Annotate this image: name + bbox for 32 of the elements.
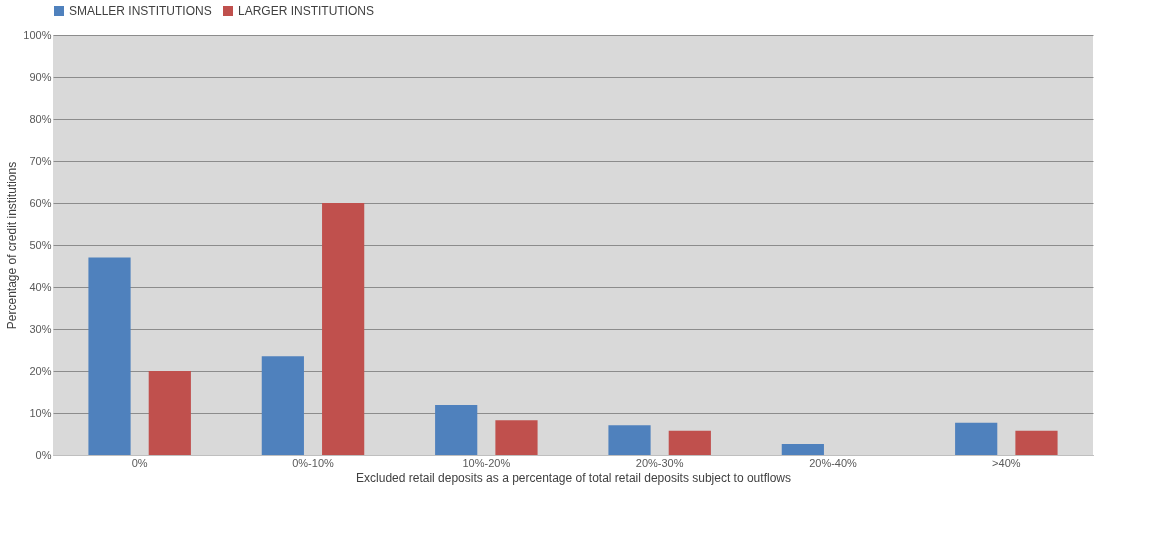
y-tick-label: 10% xyxy=(29,406,52,419)
bar xyxy=(148,371,191,455)
y-tick-label: 30% xyxy=(29,322,52,335)
legend-label: LARGER INSTITUTIONS xyxy=(238,4,375,18)
x-tick-label: 0%-10% xyxy=(292,456,335,469)
x-tick-label: 10%-20% xyxy=(462,456,511,469)
bar xyxy=(88,257,131,455)
x-tick-label: 20%-30% xyxy=(635,456,684,469)
y-tick-label: 20% xyxy=(29,364,52,377)
legend-label: SMALLER INSTITUTIONS xyxy=(69,4,212,18)
y-tick-label: 0% xyxy=(35,448,52,461)
x-tick-label: 20%-40% xyxy=(809,456,858,469)
y-axis-title: Percentage of credit institutions xyxy=(5,161,20,330)
x-tick-label: 0% xyxy=(131,456,148,469)
bar xyxy=(668,430,711,455)
bar xyxy=(495,420,538,455)
bar xyxy=(322,203,365,455)
bar xyxy=(781,444,824,455)
y-tick-label: 90% xyxy=(29,70,52,83)
y-tick-label: 40% xyxy=(29,280,52,293)
y-tick-label: 80% xyxy=(29,112,52,125)
bar xyxy=(1015,430,1058,455)
y-tick-label: 50% xyxy=(29,238,52,251)
x-tick-label: >40% xyxy=(992,456,1021,469)
x-axis-title: Excluded retail deposits as a percentage of total retail deposits subject to outflows xyxy=(356,470,791,485)
bar xyxy=(435,405,478,455)
y-tick-label: 60% xyxy=(29,196,52,209)
y-tick-label: 70% xyxy=(29,154,52,167)
bar xyxy=(955,422,998,455)
bar xyxy=(261,356,304,455)
y-tick-label: 100% xyxy=(23,28,52,41)
bar xyxy=(608,425,651,455)
